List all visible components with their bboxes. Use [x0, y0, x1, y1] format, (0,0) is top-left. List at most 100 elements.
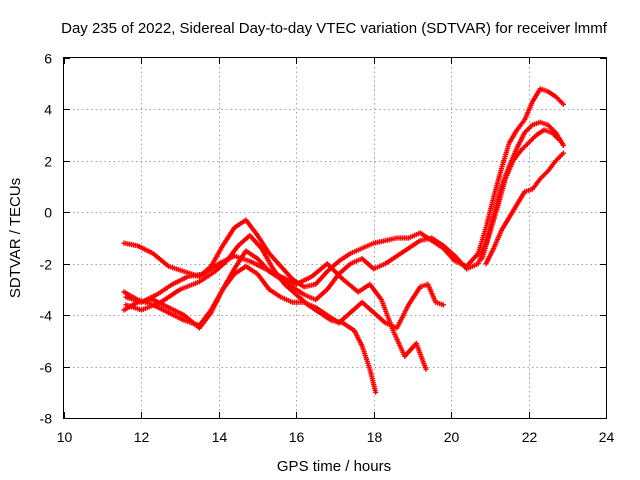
data-point: [303, 285, 305, 288]
data-point: [318, 311, 321, 314]
data-point: [485, 262, 487, 265]
data-point: [183, 319, 185, 322]
data-point: [523, 118, 526, 121]
series-track-1: [121, 86, 567, 290]
data-points: [121, 86, 567, 395]
data-point: [368, 283, 371, 286]
data-point: [123, 242, 125, 245]
data-point: [396, 327, 398, 329]
y-tick-label: -2: [40, 257, 53, 273]
data-point: [295, 283, 298, 286]
series-track-5: [123, 253, 429, 372]
data-point: [523, 190, 526, 193]
data-point: [233, 255, 236, 257]
data-point: [248, 260, 251, 263]
plot-frame: [63, 57, 607, 419]
data-point: [233, 226, 236, 229]
data-point: [152, 252, 154, 255]
data-point: [523, 131, 526, 134]
series-track-6: [483, 150, 567, 267]
data-point: [183, 314, 185, 317]
data-point: [159, 301, 162, 304]
data-point: [504, 177, 507, 180]
data-point: [260, 247, 263, 250]
data-point: [384, 239, 387, 242]
x-tick-label: 12: [134, 429, 150, 445]
y-tick-label: -8: [40, 411, 53, 427]
data-point: [500, 229, 503, 232]
data-point: [547, 90, 549, 93]
data-point: [167, 311, 170, 314]
data-point: [283, 283, 286, 286]
data-point: [415, 342, 418, 345]
data-point: [554, 131, 557, 134]
data-point: [508, 141, 511, 144]
data-point: [562, 152, 565, 155]
data-point: [256, 257, 259, 260]
data-point: [384, 262, 387, 265]
data-point: [547, 123, 549, 126]
data-point: [539, 87, 542, 90]
data-point: [372, 267, 375, 270]
data-point: [547, 170, 549, 173]
series-track-7: [479, 127, 563, 262]
data-point: [221, 288, 224, 291]
data-point: [307, 303, 309, 306]
data-point: [279, 265, 282, 268]
data-point: [167, 306, 170, 309]
data-point: [268, 288, 271, 291]
data-point: [123, 291, 125, 293]
data-point: [527, 141, 530, 144]
data-point: [171, 283, 174, 286]
data-point: [539, 177, 542, 180]
data-point: [516, 129, 518, 131]
data-point: [531, 100, 534, 103]
data-point: [516, 203, 518, 206]
data-point: [531, 123, 534, 126]
data-point: [349, 311, 352, 314]
data-point: [245, 265, 247, 268]
data-point: [314, 298, 317, 301]
data-point: [508, 216, 511, 219]
data-point: [492, 247, 495, 250]
data-point: [434, 301, 437, 304]
data-point: [558, 139, 561, 142]
data-point: [454, 260, 456, 263]
data-point: [361, 247, 363, 250]
x-axis-label: GPS time / hours: [277, 458, 391, 475]
data-point: [454, 255, 456, 257]
data-point: [419, 239, 422, 242]
data-point: [512, 159, 514, 162]
data-point: [179, 288, 182, 291]
data-point: [372, 242, 375, 245]
data-point: [198, 327, 201, 329]
data-point: [535, 134, 538, 137]
x-tick-label: 22: [522, 429, 538, 445]
data-point: [256, 273, 259, 275]
chart-title: Day 235 of 2022, Sidereal Day-to-day VTE…: [61, 20, 608, 37]
y-tick-label: -4: [40, 308, 53, 324]
data-point: [341, 278, 344, 281]
data-point: [419, 231, 422, 234]
data-point: [264, 267, 267, 270]
data-point: [268, 252, 271, 255]
data-point: [125, 303, 127, 306]
data-point: [407, 303, 410, 306]
data-point: [202, 273, 205, 275]
data-point: [519, 149, 522, 152]
y-axis-label: SDTVAR / TECUs: [7, 178, 24, 298]
data-point: [330, 319, 333, 322]
data-point: [233, 267, 236, 270]
data-point: [167, 265, 170, 268]
data-point: [368, 368, 371, 371]
data-point: [186, 275, 189, 278]
data-point: [156, 293, 158, 296]
data-point: [123, 309, 125, 311]
data-point: [407, 247, 410, 250]
data-point: [291, 285, 294, 288]
data-point: [152, 298, 154, 301]
data-point: [221, 244, 224, 247]
y-tick-label: 2: [44, 154, 52, 170]
